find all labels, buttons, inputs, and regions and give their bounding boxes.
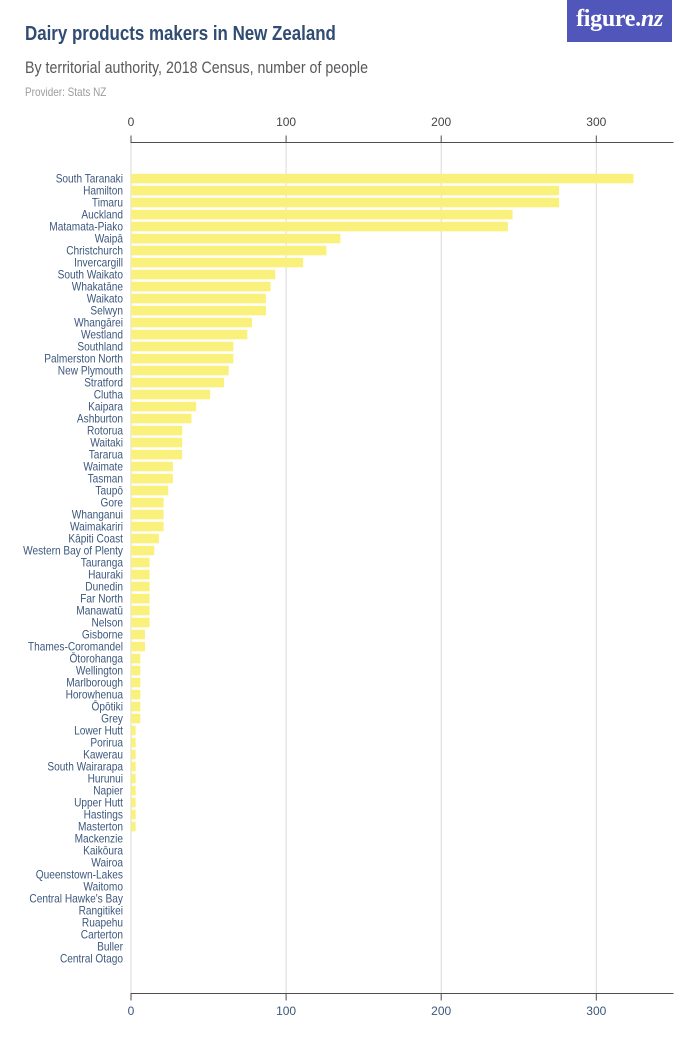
svg-text:Grey: Grey [101, 711, 123, 725]
svg-text:Napier: Napier [93, 783, 123, 797]
svg-text:Clutha: Clutha [94, 387, 124, 401]
svg-text:Horowhenua: Horowhenua [66, 687, 124, 701]
svg-text:Lower Hutt: Lower Hutt [74, 723, 123, 737]
svg-text:Waikato: Waikato [87, 291, 123, 305]
svg-text:Manawatū: Manawatū [76, 603, 123, 617]
svg-text:New Plymouth: New Plymouth [58, 363, 123, 377]
svg-text:Waimakariri: Waimakariri [70, 519, 123, 533]
svg-text:Central Hawke's Bay: Central Hawke's Bay [29, 891, 123, 905]
svg-text:Palmerston North: Palmerston North [44, 351, 123, 365]
svg-text:Wairoa: Wairoa [91, 855, 123, 869]
svg-text:Hamilton: Hamilton [83, 183, 123, 197]
svg-text:Ruapehu: Ruapehu [82, 915, 123, 929]
svg-text:Westland: Westland [81, 327, 123, 341]
svg-text:Tauranga: Tauranga [81, 555, 123, 569]
svg-text:0: 0 [128, 1004, 135, 1018]
svg-text:Marlborough: Marlborough [66, 675, 123, 689]
svg-text:South Taranaki: South Taranaki [56, 171, 123, 185]
svg-text:Stratford: Stratford [84, 375, 123, 389]
svg-text:Porirua: Porirua [90, 735, 123, 749]
svg-text:Whanganui: Whanganui [72, 507, 123, 521]
svg-text:200: 200 [431, 115, 451, 129]
svg-text:Rotorua: Rotorua [87, 423, 123, 437]
svg-text:Far North: Far North [80, 591, 123, 605]
svg-text:South Waikato: South Waikato [58, 267, 124, 281]
svg-text:Tararua: Tararua [89, 447, 124, 461]
svg-text:Waimate: Waimate [83, 459, 123, 473]
svg-text:Mackenzie: Mackenzie [75, 831, 124, 845]
svg-text:Invercargill: Invercargill [74, 255, 123, 269]
svg-text:Masterton: Masterton [78, 819, 123, 833]
svg-text:Wellington: Wellington [76, 663, 123, 677]
svg-text:100: 100 [276, 115, 296, 129]
svg-text:Gisborne: Gisborne [82, 627, 123, 641]
svg-text:Upper Hutt: Upper Hutt [74, 795, 123, 809]
svg-text:Hurunui: Hurunui [88, 771, 123, 785]
svg-text:Thames-Coromandel: Thames-Coromandel [28, 639, 123, 653]
svg-text:Selwyn: Selwyn [90, 303, 123, 317]
svg-text:Timaru: Timaru [92, 195, 123, 209]
svg-text:Auckland: Auckland [81, 207, 123, 221]
svg-text:Whangārei: Whangārei [74, 315, 123, 329]
svg-text:Dunedin: Dunedin [85, 579, 123, 593]
svg-text:Matamata-Piako: Matamata-Piako [49, 219, 123, 233]
svg-text:Ōpōtiki: Ōpōtiki [92, 699, 124, 713]
svg-text:Rangitikei: Rangitikei [79, 903, 123, 917]
svg-text:Western Bay of Plenty: Western Bay of Plenty [23, 543, 123, 557]
svg-text:Buller: Buller [97, 939, 123, 953]
svg-text:Waitaki: Waitaki [90, 435, 123, 449]
svg-text:Southland: Southland [77, 339, 123, 353]
svg-text:Central Otago: Central Otago [60, 951, 123, 965]
svg-text:300: 300 [586, 1004, 606, 1018]
svg-text:Ōtorohanga: Ōtorohanga [70, 651, 124, 665]
svg-text:Hastings: Hastings [84, 807, 123, 821]
svg-text:Waitomo: Waitomo [83, 879, 123, 893]
svg-text:Kaikōura: Kaikōura [83, 843, 123, 857]
svg-text:100: 100 [276, 1004, 296, 1018]
svg-text:Kawerau: Kawerau [83, 747, 123, 761]
svg-text:Taupō: Taupō [95, 483, 123, 497]
svg-text:Hauraki: Hauraki [88, 567, 123, 581]
svg-text:Gore: Gore [101, 495, 124, 509]
svg-text:300: 300 [586, 115, 606, 129]
svg-text:South Wairarapa: South Wairarapa [47, 759, 123, 773]
svg-text:0: 0 [128, 115, 135, 129]
svg-text:Ashburton: Ashburton [77, 411, 123, 425]
svg-text:Whakatāne: Whakatāne [72, 279, 123, 293]
svg-text:Kāpiti Coast: Kāpiti Coast [68, 531, 123, 545]
svg-text:Queenstown-Lakes: Queenstown-Lakes [36, 867, 123, 881]
svg-text:Christchurch: Christchurch [66, 243, 123, 257]
svg-text:Waipā: Waipā [95, 231, 124, 245]
svg-text:Carterton: Carterton [81, 927, 123, 941]
svg-text:Tasman: Tasman [88, 471, 123, 485]
svg-text:Nelson: Nelson [92, 615, 124, 629]
svg-text:200: 200 [431, 1004, 451, 1018]
svg-text:Kaipara: Kaipara [88, 399, 123, 413]
